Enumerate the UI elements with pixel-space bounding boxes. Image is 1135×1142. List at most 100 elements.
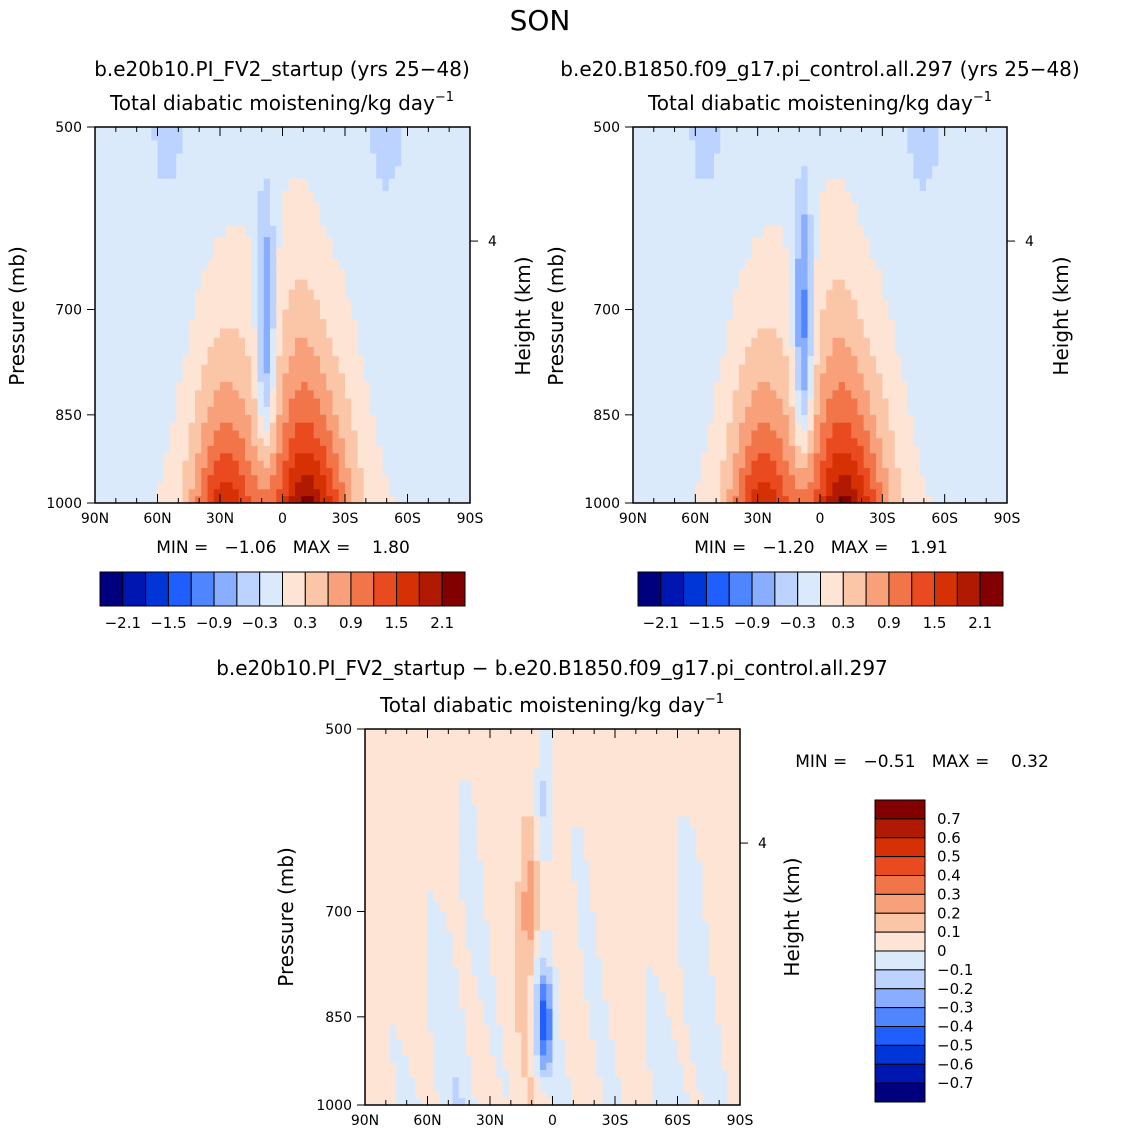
contour-cell <box>633 328 640 339</box>
contour-cell <box>707 140 715 154</box>
contour-cell <box>376 214 383 227</box>
contour-cell <box>732 202 740 215</box>
contour-cell <box>388 225 396 238</box>
contour-cell <box>695 299 703 311</box>
contour-cell <box>670 289 678 301</box>
contour-cell <box>351 489 358 497</box>
contour-cell <box>676 337 684 348</box>
contour-cell <box>639 398 646 408</box>
contour-cell <box>101 328 108 339</box>
contour-cell <box>919 127 927 141</box>
contour-cell <box>226 140 233 154</box>
contour-cell <box>345 489 352 497</box>
contour-cell <box>807 390 815 400</box>
contour-cell <box>301 299 308 311</box>
contour-cell <box>395 214 402 227</box>
contour-cell <box>957 430 964 439</box>
contour-cell <box>701 381 709 391</box>
contour-cell <box>365 901 372 913</box>
contour-cell <box>776 406 784 416</box>
contour-cell <box>745 279 752 291</box>
contour-cell <box>182 289 190 301</box>
contour-cell <box>676 127 684 141</box>
contour-cell <box>320 381 327 391</box>
contour-cell <box>151 373 158 383</box>
contour-cell <box>213 453 221 462</box>
contour-cell <box>707 373 715 383</box>
contour-cell <box>770 153 777 167</box>
contour-cell <box>220 178 227 192</box>
contour-cell <box>695 190 703 204</box>
contour-cell <box>633 453 640 462</box>
contour-cell <box>451 309 458 320</box>
contour-cell <box>757 414 765 424</box>
contour-cell <box>457 289 465 301</box>
contour-cell <box>932 414 939 424</box>
contour-cell <box>382 289 390 301</box>
contour-cell <box>120 346 127 357</box>
contour-cell <box>226 202 233 215</box>
contour-cell <box>282 422 290 432</box>
contour-cell <box>132 237 140 249</box>
contour-cell <box>782 153 790 167</box>
contour-cell <box>776 475 784 483</box>
contour-cell <box>701 127 709 141</box>
contour-cell <box>176 373 183 383</box>
contour-cell <box>188 279 196 291</box>
contour-cell <box>707 225 715 238</box>
contour-cell <box>633 237 640 249</box>
contour-cell <box>432 445 440 454</box>
contour-cell <box>357 482 365 490</box>
contour-cell <box>982 438 989 447</box>
contour-cell <box>151 381 158 391</box>
contour-cell <box>238 373 246 383</box>
contour-cell <box>782 422 790 432</box>
contour-cell <box>445 414 452 424</box>
contour-cell <box>938 178 946 192</box>
contour-cell <box>338 489 346 497</box>
contour-cell <box>701 258 709 270</box>
contour-cell <box>365 827 372 840</box>
contour-cell <box>1000 381 1008 391</box>
contour-cell <box>213 406 221 416</box>
contour-cell <box>988 496 996 504</box>
contour-cell <box>195 489 202 497</box>
contour-cell <box>963 269 971 281</box>
contour-cell <box>782 460 790 469</box>
contour-cell <box>832 248 840 260</box>
contour-cell <box>950 381 958 391</box>
contour-cell <box>795 422 802 432</box>
contour-cell <box>982 355 989 366</box>
contour-cell <box>207 337 215 348</box>
contour-cell <box>226 248 233 260</box>
contour-cell <box>701 364 709 374</box>
contour-cell <box>313 178 321 192</box>
contour-cell <box>251 337 258 348</box>
contour-cell <box>838 460 846 469</box>
contour-cell <box>438 248 446 260</box>
contour-cell <box>857 453 865 462</box>
contour-cell <box>994 414 1002 424</box>
contour-cell <box>276 430 283 439</box>
contour-cell <box>251 279 258 291</box>
contour-cell <box>863 328 871 339</box>
contour-cell <box>413 373 421 383</box>
contour-cell <box>138 190 146 204</box>
contour-cell <box>776 337 784 348</box>
contour-cell <box>220 328 227 339</box>
contour-cell <box>695 482 703 490</box>
contour-cell <box>689 178 696 192</box>
contour-cell <box>365 729 372 743</box>
contour-cell <box>176 279 183 291</box>
colorbar-swatch <box>774 571 799 607</box>
contour-cell <box>382 438 390 447</box>
contour-cell <box>176 489 183 497</box>
contour-cell <box>651 475 659 483</box>
contour-cell <box>145 269 152 281</box>
contour-cell <box>432 337 440 348</box>
contour-cell <box>645 453 653 462</box>
contour-cell <box>782 475 790 483</box>
contour-cell <box>869 153 877 167</box>
contour-cell <box>901 453 908 462</box>
contour-cell <box>213 390 221 400</box>
